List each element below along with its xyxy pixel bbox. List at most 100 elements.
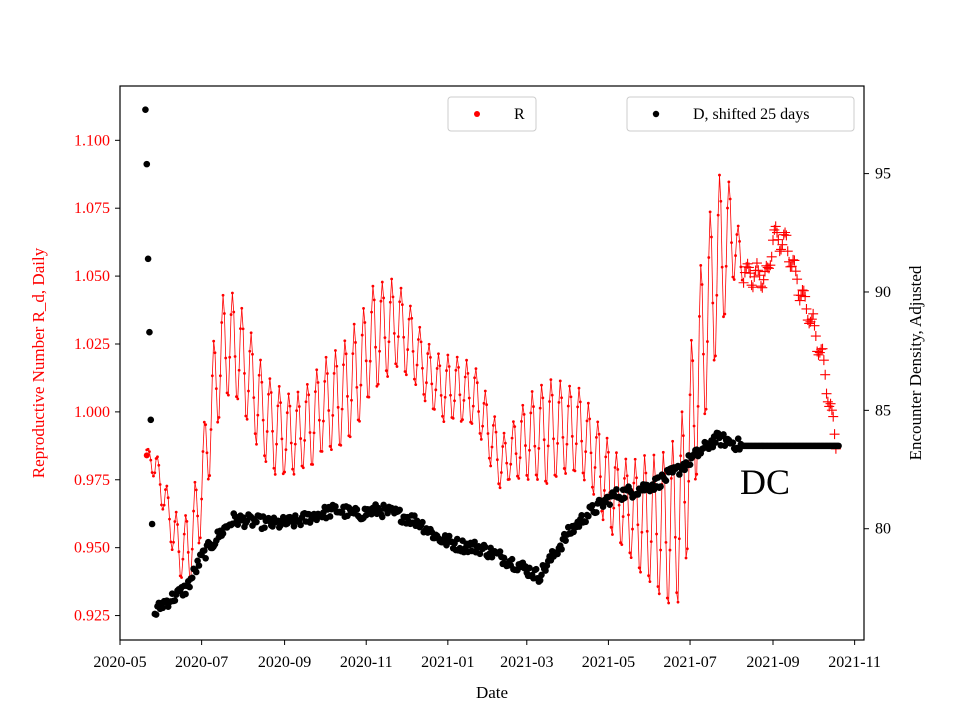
r-point (596, 420, 600, 424)
r-connector (506, 463, 509, 480)
r-point (685, 547, 689, 551)
r-connector (464, 360, 467, 378)
plot-frame (119, 85, 865, 641)
r-connector (660, 484, 663, 551)
r-connector (570, 396, 573, 437)
r-connector (668, 550, 671, 604)
r-connector (598, 434, 601, 477)
r-point (768, 235, 779, 246)
r-connector (411, 318, 414, 352)
r-point (693, 477, 697, 481)
r-point (781, 230, 792, 241)
r-point (624, 457, 628, 461)
r-connector (296, 391, 299, 411)
r-connector (419, 327, 422, 342)
d-point (536, 577, 544, 584)
r-connector (606, 438, 609, 453)
r-connector (587, 403, 591, 419)
r-connector (692, 360, 695, 426)
r-connector (309, 432, 312, 465)
r-connector (373, 299, 376, 348)
r-point (631, 527, 634, 531)
d-point (532, 565, 540, 573)
d-point (396, 506, 403, 514)
r-connector (405, 349, 409, 375)
d-point (676, 471, 683, 478)
r-point (776, 244, 787, 255)
r-connector (649, 541, 652, 582)
legend-r-box (447, 96, 537, 132)
r-connector (322, 381, 326, 422)
r-connector (450, 395, 453, 418)
r-connector (399, 288, 402, 302)
r-connector (289, 406, 292, 444)
d-point (411, 512, 418, 520)
r-point (724, 264, 728, 268)
r-connector (355, 342, 358, 388)
d-point (253, 518, 260, 526)
r-connector (541, 385, 544, 398)
r-connector (447, 354, 450, 367)
d-point (538, 571, 545, 579)
r-connector (351, 353, 354, 401)
r-point (758, 274, 769, 285)
d-point (721, 442, 729, 449)
r-connector (345, 353, 348, 397)
d-point (143, 160, 151, 168)
r-connector (293, 444, 296, 475)
r-point (562, 467, 566, 470)
r-connector (604, 456, 607, 491)
r-connector (252, 354, 255, 398)
x-tick-label: 2021-07 (663, 654, 716, 671)
r-point (655, 532, 658, 536)
r-connector (581, 441, 584, 473)
r-connector (428, 344, 431, 358)
r-connector (707, 257, 710, 342)
r-connector (308, 394, 311, 433)
d-point (593, 509, 600, 516)
r-connector (448, 366, 451, 396)
r-connector (199, 499, 203, 538)
r-connector (166, 485, 169, 498)
r-point (185, 519, 189, 523)
r-connector (530, 391, 533, 413)
r-connector (221, 295, 224, 323)
r-connector (364, 322, 367, 361)
r-point (689, 338, 693, 342)
r-connector (625, 458, 628, 476)
d-point (453, 535, 461, 543)
r-connector (644, 455, 647, 474)
r-connector (335, 350, 338, 367)
r-connector (669, 478, 672, 551)
r-point (592, 492, 596, 496)
d-point (445, 532, 453, 540)
r-point (798, 285, 809, 296)
r-connector (559, 380, 562, 398)
r-connector (227, 357, 231, 396)
r-connector (436, 353, 439, 369)
r-point (728, 197, 732, 201)
d-point (234, 521, 242, 528)
r-connector (163, 489, 166, 506)
r-connector (173, 521, 176, 543)
r-connector (569, 386, 572, 397)
r-connector (673, 468, 676, 538)
y-left-tick-label: 1.000 (74, 404, 110, 421)
r-connector (285, 412, 288, 450)
r-connector (731, 242, 734, 278)
r-point (788, 254, 799, 265)
r-point (673, 535, 677, 539)
r-connector (444, 370, 447, 398)
r-connector (562, 437, 565, 469)
r-connector (407, 319, 410, 350)
r-point (534, 473, 538, 477)
r-connector (290, 443, 294, 470)
r-point (797, 284, 808, 295)
r-connector (215, 388, 219, 423)
r-point (785, 261, 796, 272)
d-point (192, 568, 200, 576)
d-series (142, 106, 842, 618)
r-connector (525, 445, 528, 476)
r-connector (593, 467, 596, 495)
r-point (740, 278, 744, 282)
